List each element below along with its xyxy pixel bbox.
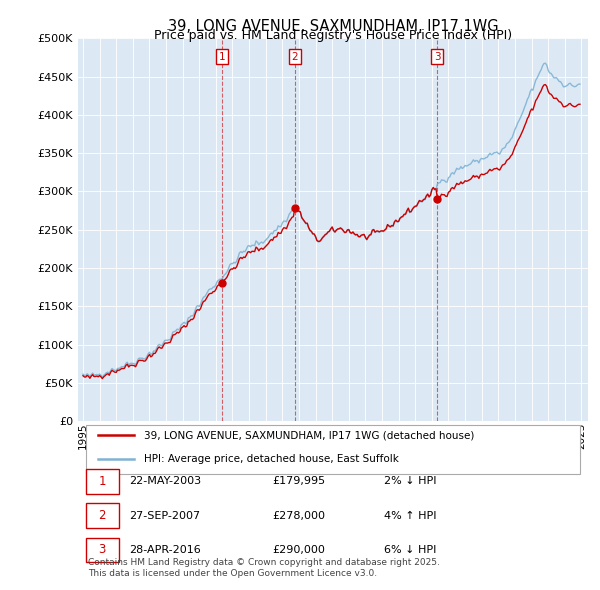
Text: 27-SEP-2007: 27-SEP-2007: [129, 511, 200, 521]
Text: 39, LONG AVENUE, SAXMUNDHAM, IP17 1WG (detached house): 39, LONG AVENUE, SAXMUNDHAM, IP17 1WG (d…: [145, 430, 475, 440]
FancyBboxPatch shape: [86, 537, 119, 562]
Text: 39, LONG AVENUE, SAXMUNDHAM, IP17 1WG: 39, LONG AVENUE, SAXMUNDHAM, IP17 1WG: [167, 19, 499, 34]
Point: [433, 195, 442, 204]
Text: 2% ↓ HPI: 2% ↓ HPI: [384, 477, 437, 487]
Text: 1: 1: [219, 52, 226, 62]
FancyBboxPatch shape: [86, 503, 119, 528]
Text: 1: 1: [98, 475, 106, 488]
Text: £179,995: £179,995: [272, 477, 325, 487]
FancyBboxPatch shape: [86, 425, 580, 474]
Text: 3: 3: [98, 543, 106, 556]
Text: £290,000: £290,000: [272, 545, 325, 555]
FancyBboxPatch shape: [86, 469, 119, 494]
Text: 2: 2: [292, 52, 298, 62]
Text: £278,000: £278,000: [272, 511, 325, 521]
Point: [290, 204, 299, 213]
Text: 28-APR-2016: 28-APR-2016: [129, 545, 201, 555]
Text: Contains HM Land Registry data © Crown copyright and database right 2025.
This d: Contains HM Land Registry data © Crown c…: [88, 558, 440, 578]
Text: 2: 2: [98, 509, 106, 522]
Text: 4% ↑ HPI: 4% ↑ HPI: [384, 511, 437, 521]
Text: 3: 3: [434, 52, 440, 62]
Text: 22-MAY-2003: 22-MAY-2003: [129, 477, 201, 487]
Point: [217, 278, 227, 288]
Text: HPI: Average price, detached house, East Suffolk: HPI: Average price, detached house, East…: [145, 454, 399, 464]
Text: 6% ↓ HPI: 6% ↓ HPI: [384, 545, 436, 555]
Text: Price paid vs. HM Land Registry's House Price Index (HPI): Price paid vs. HM Land Registry's House …: [154, 30, 512, 42]
